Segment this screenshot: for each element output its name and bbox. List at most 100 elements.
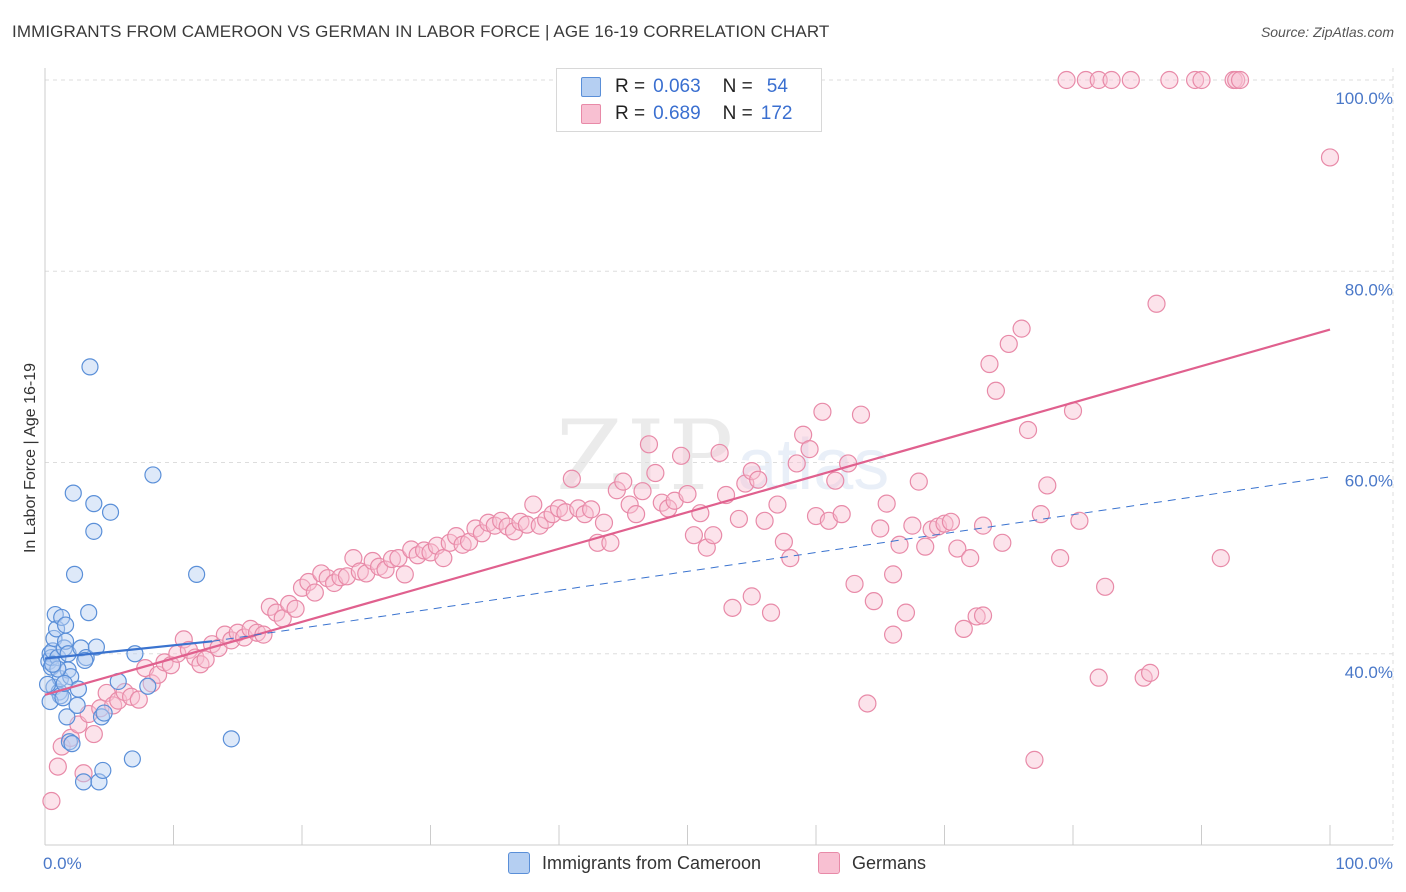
cameroon-point [81, 358, 99, 376]
x-tick-label-min: 0.0% [43, 854, 82, 873]
legend-r-value: 0.689 [653, 103, 701, 124]
germans-point [382, 549, 402, 569]
germans-point [84, 724, 103, 744]
watermark-zip: ZIP [556, 400, 738, 512]
germans-point [129, 690, 148, 709]
cameroon-point [63, 735, 81, 753]
legend-swatch-blue [581, 77, 601, 97]
germans-point [871, 519, 890, 538]
legend-r-value: 0.063 [653, 76, 701, 97]
germans-point [761, 603, 781, 622]
germans-point [1192, 70, 1211, 90]
x-tick-label-max: 100.0% [1335, 854, 1393, 873]
germans-point [948, 539, 967, 558]
legend-item-germans[interactable]: Germans [818, 852, 926, 874]
germans-point [896, 603, 916, 622]
germans-point [781, 549, 800, 568]
legend-r-label: R = [615, 103, 646, 124]
germans-point [196, 650, 215, 669]
cameroon-point [144, 466, 162, 484]
germans-point [851, 405, 871, 424]
legend-swatch-blue [508, 852, 530, 874]
cameroon-point [65, 565, 84, 583]
germans-point [954, 619, 973, 638]
germans-point [1102, 70, 1121, 90]
cameroon-trend-dashed [211, 476, 1331, 642]
germans-point [331, 568, 350, 587]
germans-point [626, 505, 646, 524]
germans-point [742, 587, 761, 606]
series-legend: Immigrants from Cameroon Germans [0, 852, 1406, 878]
germans-point [787, 454, 806, 473]
germans-point [973, 516, 993, 535]
germans-point [710, 443, 729, 463]
germans-point [1018, 420, 1038, 440]
cameroon-point [62, 668, 80, 686]
germans-point [633, 482, 652, 501]
cameroon-point [68, 696, 86, 714]
y-tick-label: 100.0% [1335, 89, 1393, 108]
germans-point [1089, 70, 1108, 90]
legend-item-cameroon[interactable]: Immigrants from Cameroon [508, 852, 761, 874]
germans-point [832, 505, 851, 524]
germans-point [582, 500, 601, 519]
cameroon-point [74, 773, 93, 791]
germans-point [678, 484, 697, 504]
cameroon-point [85, 522, 103, 540]
germans-point [1185, 70, 1205, 90]
germans-point [839, 454, 858, 473]
cameroon-point [49, 660, 67, 678]
germans-point [864, 592, 883, 611]
germans-point [395, 565, 414, 584]
legend-n-value: 54 [766, 76, 788, 97]
germans-point [993, 533, 1012, 552]
legend-swatch-pink [581, 104, 601, 124]
germans-point [1076, 70, 1095, 90]
germans-point [376, 560, 395, 579]
germans-point [916, 537, 935, 556]
germans-point [1070, 511, 1089, 530]
cameroon-point [87, 638, 106, 656]
legend-label-germans: Germans [852, 852, 927, 873]
germans-point [1025, 750, 1044, 769]
cameroon-point [80, 604, 98, 622]
germans-point [858, 694, 877, 713]
chart-title: IMMIGRANTS FROM CAMEROON VS GERMAN IN LA… [12, 22, 830, 41]
cameroon-trend-line [44, 640, 213, 660]
germans-point [1160, 70, 1179, 90]
germans-point [1140, 663, 1160, 682]
germans-point [434, 549, 453, 568]
y-tick-label: 60.0% [1345, 472, 1393, 491]
germans-point [1147, 294, 1166, 313]
cameroon-point [56, 616, 75, 634]
germans-point [620, 495, 639, 514]
germans-point [1051, 549, 1070, 568]
germans-point [774, 532, 793, 551]
axes [44, 68, 1393, 846]
germans-point [980, 354, 999, 374]
germans-point [749, 470, 768, 489]
germans-point [389, 549, 408, 568]
germans-point [1089, 668, 1108, 687]
germans-point [305, 583, 324, 602]
germans-point [973, 606, 993, 625]
germans-point [909, 472, 928, 491]
germans-point [1211, 549, 1230, 568]
germans-point [723, 598, 742, 617]
cameroon-point [222, 730, 240, 748]
legend-label-cameroon: Immigrants from Cameroon [542, 852, 762, 873]
germans-point [1320, 148, 1340, 167]
germans-point [524, 495, 543, 514]
stats-legend: R = 0.063 N = 54 R = 0.689 N = 172 [556, 68, 822, 132]
germans-point [594, 513, 614, 532]
germans-point [1121, 70, 1140, 90]
tick-labels: 40.0% 60.0% 80.0% 100.0% 0.0% 100.0% In Labor … [22, 89, 1393, 873]
cameroon-point [101, 503, 120, 521]
germans-point [1038, 476, 1057, 495]
legend-n-label: N = [722, 103, 753, 124]
cameroon-point [44, 655, 62, 673]
germans-point [999, 334, 1018, 354]
germans-point [941, 512, 961, 531]
germans-point [639, 435, 659, 454]
